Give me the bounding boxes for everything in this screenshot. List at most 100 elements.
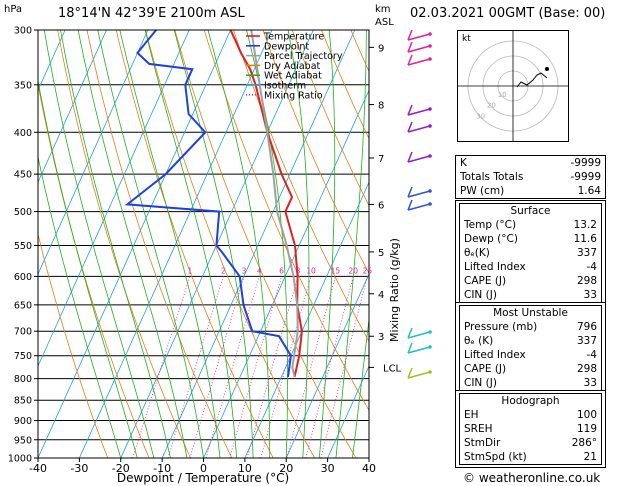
wind-barb (407, 190, 431, 198)
skewt-series (124, 30, 303, 378)
x-tick-label: 10 (238, 462, 252, 475)
footer-copyright: © weatheronline.co.uk (463, 471, 601, 485)
wind-barb-flag (407, 186, 413, 198)
wind-barb (407, 331, 431, 339)
series-line-dewpoint (124, 30, 292, 378)
y-tick-label: 450 (14, 170, 32, 181)
surface-title: Surface (510, 205, 551, 217)
y-tick-label: 900 (14, 416, 32, 427)
wind-barb-dot (428, 189, 432, 193)
row-label: θₑ (K) (464, 335, 494, 347)
mixing-ratio-label: 20 (348, 266, 358, 275)
row-label: K (460, 157, 467, 169)
y-tick-label: 800 (14, 374, 32, 385)
wet-adiabat (77, 30, 188, 458)
wet-adiabat (352, 315, 369, 458)
y-tick-label: 850 (14, 396, 32, 407)
row-value: 21 (583, 451, 597, 463)
y-tick-label: 700 (14, 327, 32, 338)
row-label: PW (cm) (460, 185, 505, 197)
row-label: CIN (J) (464, 289, 497, 301)
table-row: CIN (J) 33 (460, 376, 601, 390)
wind-barb-dot (428, 124, 432, 128)
wind-barb-flag (407, 121, 413, 133)
wet-adiabat (97, 30, 204, 458)
series-line-temperature (229, 30, 303, 378)
wind-barb-flag (407, 104, 413, 116)
row-value: 100 (576, 409, 597, 421)
dry-adiabat (38, 232, 109, 458)
mixing-ratio-label: 1 (187, 266, 192, 275)
wet-adiabat (60, 30, 171, 458)
table-row: Lifted Index -4 (460, 348, 601, 362)
table-row: SREH 119 (460, 422, 601, 436)
dry-adiabat (38, 82, 150, 458)
hodograph-table: Hodograph EH 100 SREH 119 StmDir 286° StmSpd (… (455, 390, 606, 468)
wind-barb-dot (428, 345, 432, 349)
mixing-ratio-line (305, 276, 354, 458)
table-row: CAPE (J) 298 (460, 362, 601, 376)
skewt-axes: 1 2 3 4 6 8 10 15 20 2530035040045050055060065070… (8, 26, 402, 476)
skewt-grid (38, 30, 629, 458)
row-value: 337 (576, 335, 597, 347)
mixing-ratio-line (320, 276, 368, 458)
dry-adiabat (291, 30, 369, 207)
row-value: 13.2 (573, 219, 597, 231)
hpa-unit-label: hPa (4, 4, 23, 15)
hodograph-ring-label: 20 (487, 102, 496, 110)
wind-barb-dot (428, 32, 432, 36)
wind-barb-flag (407, 367, 413, 379)
y-tick-label: 950 (14, 435, 32, 446)
mixing-ratio-label: 10 (306, 266, 316, 275)
hodograph-ring-label: 30 (476, 112, 485, 120)
wind-barb-dot (428, 330, 432, 334)
km-tick-label: 4 (378, 290, 384, 301)
table-row: Temp (°C) 13.2 (460, 218, 601, 232)
x-tick-label: -40 (29, 462, 47, 475)
row-label: θₑ(K) (464, 247, 490, 259)
row-label: Dewp (°C) (464, 233, 518, 245)
legend-label: Dry Adiabat (264, 61, 321, 72)
row-label: Totals Totals (460, 171, 524, 183)
mixing-ratio-label: 8 (296, 266, 301, 275)
wet-adiabat (287, 30, 310, 458)
wind-barb (407, 155, 431, 163)
hodograph-trace (516, 72, 548, 88)
wind-barb (407, 203, 431, 211)
wind-barb-flag (407, 342, 413, 354)
isotherm-line (79, 30, 273, 458)
surface-section: Surface Temp (°C) 13.2 Dewp (°C) 11.6 θₑ(K) 3… (459, 203, 602, 303)
row-value: -4 (586, 349, 597, 361)
most-unstable-title: Most Unstable (493, 307, 568, 319)
row-value: 286° (571, 437, 597, 449)
storm-motion-dot (545, 67, 549, 71)
row-value: -9999 (570, 171, 601, 183)
dry-adiabat (86, 30, 233, 458)
table-row: CAPE (J) 298 (460, 274, 601, 288)
wind-barb (407, 33, 431, 41)
wet-adiabat (335, 30, 367, 458)
wet-adiabat (38, 155, 122, 458)
km-tick-label: 9 (378, 43, 384, 54)
row-value: -9999 (570, 157, 601, 169)
mixing-ratio-line (167, 276, 224, 458)
table-row: PW (cm) 1.64 (456, 184, 605, 198)
y-tick-label: 600 (14, 272, 32, 283)
mixing-ratio-label: 15 (331, 266, 341, 275)
row-label: CIN (J) (464, 377, 497, 389)
row-label: StmSpd (kt) (464, 451, 527, 463)
row-label: EH (464, 409, 479, 421)
km-tick-label: 8 (378, 101, 384, 112)
x-tick-label: -20 (112, 462, 130, 475)
y-tick-label: 500 (14, 207, 32, 218)
km-tick-label: 5 (378, 248, 384, 259)
dry-adiabat (615, 30, 629, 458)
table-row: Totals Totals -9999 (456, 170, 605, 184)
location-title: 18°14'N 42°39'E 2100m ASL (58, 6, 245, 21)
wind-barb-flag (407, 29, 413, 41)
x-tick-label: -30 (70, 462, 88, 475)
table-row: θₑ (K) 337 (460, 334, 601, 348)
wind-barbs (407, 29, 432, 379)
x-tick-label: 40 (362, 462, 376, 475)
wind-barb-dot (428, 370, 432, 374)
